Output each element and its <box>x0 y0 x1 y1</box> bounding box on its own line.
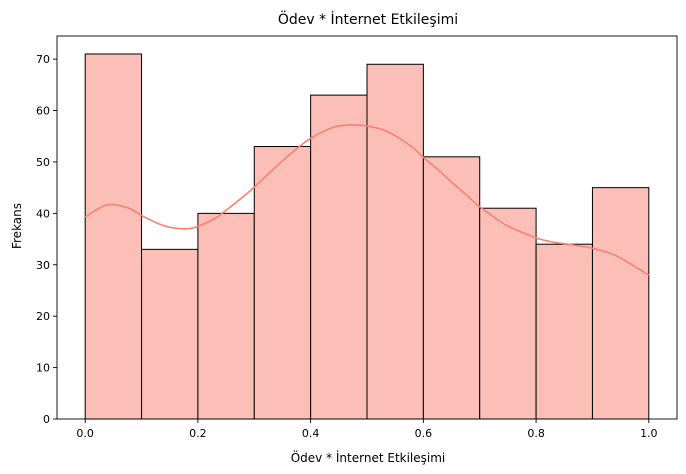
x-tick-label: 1.0 <box>640 427 658 440</box>
histogram-bar <box>479 207 537 420</box>
x-axis-ticks: 0.0 0.2 0.4 0.6 0.8 1.0 <box>76 419 658 440</box>
histogram-bar <box>591 187 650 420</box>
y-tick-label: 40 <box>36 207 50 220</box>
y-tick-label: 0 <box>43 413 50 426</box>
y-tick-label: 70 <box>36 53 50 66</box>
kde-curve <box>84 124 650 276</box>
histogram-bar <box>366 63 424 420</box>
histogram-bar <box>535 243 593 420</box>
y-axis-ticks: 0 10 20 30 40 50 60 70 <box>36 53 57 426</box>
chart-title: Ödev * İnternet Etkileşimi <box>278 10 458 28</box>
y-tick-label: 20 <box>36 310 50 323</box>
histogram-bar <box>422 156 481 420</box>
histogram-bar <box>84 53 143 420</box>
histogram-bar <box>310 94 368 420</box>
x-tick-label: 0.8 <box>527 427 545 440</box>
histogram-bar <box>141 248 199 420</box>
y-axis-label: Frekans <box>10 203 24 249</box>
y-tick-label: 10 <box>36 362 50 375</box>
x-axis-label: Ödev * İnternet Etkileşimi <box>291 449 446 465</box>
plot-frame <box>56 35 678 420</box>
x-tick-label: 0.2 <box>189 427 207 440</box>
histogram-bar <box>253 146 312 420</box>
y-tick-label: 50 <box>36 156 50 169</box>
bars-group <box>84 53 650 420</box>
x-tick-label: 0.4 <box>302 427 320 440</box>
y-tick-label: 30 <box>36 259 50 272</box>
y-tick-label: 60 <box>36 105 50 118</box>
histogram-bar <box>197 212 255 420</box>
x-tick-label: 0.0 <box>76 427 94 440</box>
x-tick-label: 0.6 <box>415 427 433 440</box>
